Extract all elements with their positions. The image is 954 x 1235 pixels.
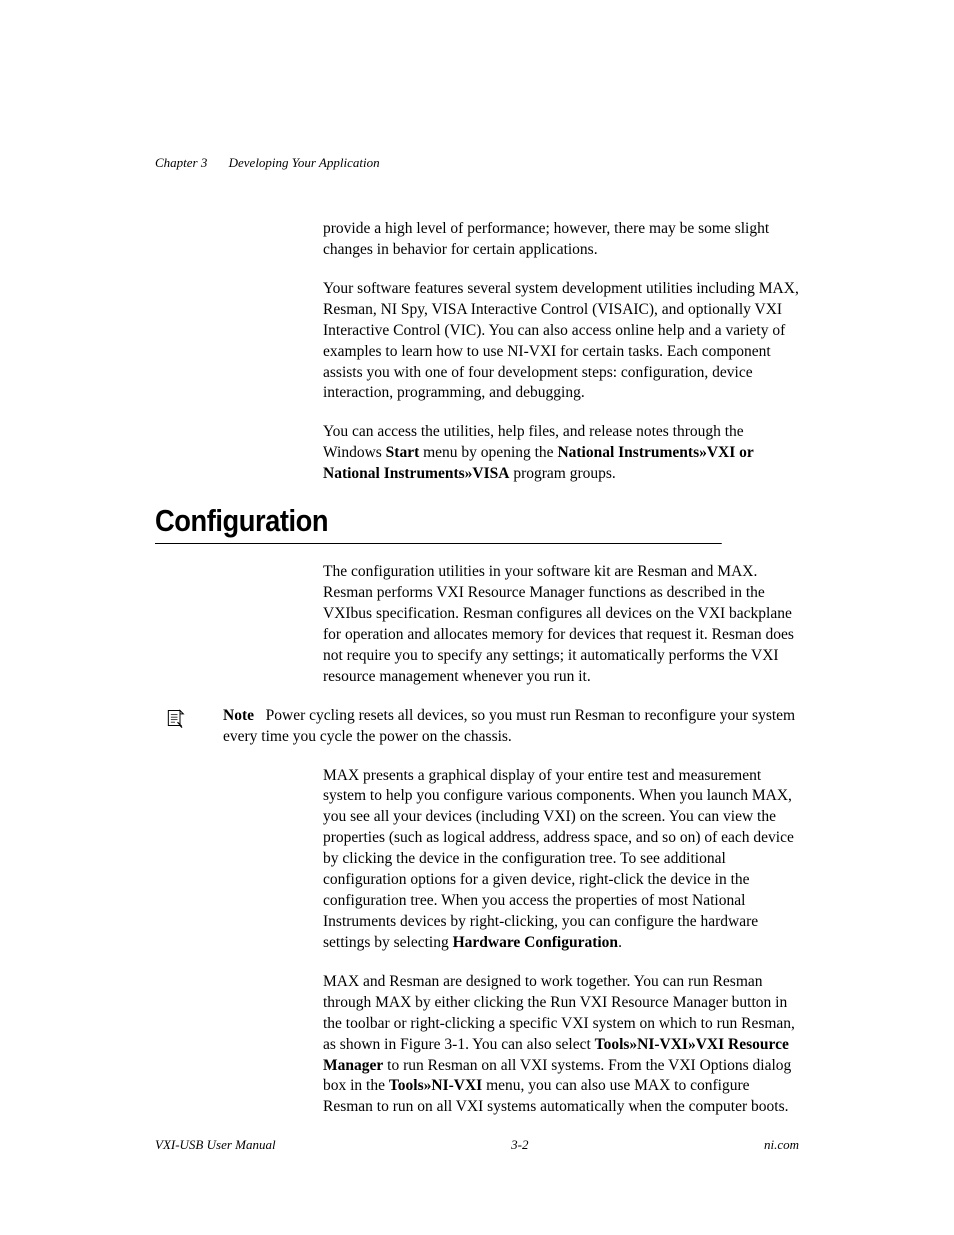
note-callout: Note Power cycling resets all devices, s… [165, 706, 799, 748]
paragraph-5: MAX presents a graphical display of your… [323, 766, 799, 954]
footer-center: 3-2 [511, 1137, 528, 1153]
p3-text-c: menu by opening the [419, 444, 557, 461]
p5-bold-hwconfig: Hardware Configuration [453, 934, 618, 951]
footer-left: VXI-USB User Manual [155, 1137, 276, 1153]
paragraph-1: provide a high level of performance; how… [323, 219, 799, 261]
note-body: Note Power cycling resets all devices, s… [223, 706, 799, 748]
document-page: Chapter 3 Developing Your Application pr… [0, 0, 954, 1118]
page-header: Chapter 3 Developing Your Application [155, 155, 799, 171]
p3-text-e: program groups. [509, 465, 615, 482]
paragraph-6: MAX and Resman are designed to work toge… [323, 972, 799, 1118]
paragraph-3: You can access the utilities, help files… [323, 422, 799, 485]
p5-text-c: . [618, 934, 622, 951]
paragraph-2: Your software features several system de… [323, 279, 799, 405]
note-icon [165, 708, 185, 728]
p6-bold-tools2: Tools»NI-VXI [389, 1077, 482, 1094]
chapter-number: Chapter 3 [155, 155, 207, 170]
p5-text-a: MAX presents a graphical display of your… [323, 767, 794, 951]
section-heading-configuration: Configuration [155, 503, 722, 544]
page-footer: VXI-USB User Manual 3-2 ni.com [155, 1137, 799, 1153]
paragraph-4: The configuration utilities in your soft… [323, 562, 799, 688]
chapter-title: Developing Your Application [229, 155, 380, 170]
note-text-content: Power cycling resets all devices, so you… [223, 707, 795, 745]
footer-right: ni.com [764, 1137, 799, 1153]
p3-bold-start: Start [386, 444, 420, 461]
note-label: Note [223, 707, 254, 724]
